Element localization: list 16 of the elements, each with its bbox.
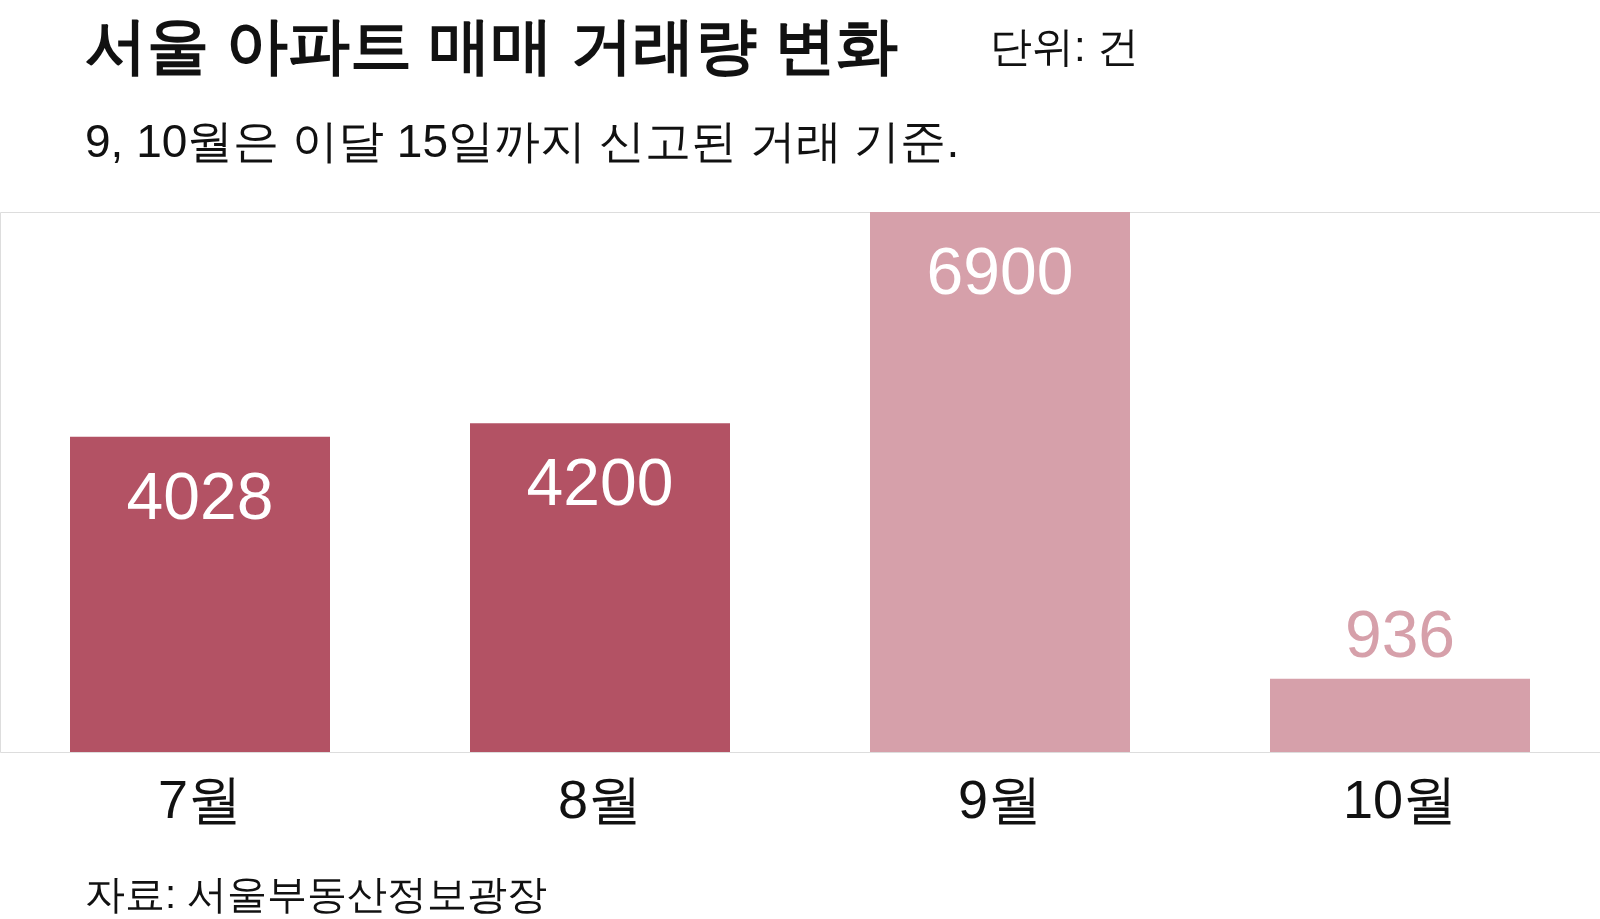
x-tick-label: 9월 xyxy=(957,768,1043,829)
text: 단위: 건 xyxy=(990,23,1140,70)
x-tick-label: 8월 xyxy=(557,768,643,829)
text: 자료: 서울부동산정보광장 xyxy=(85,872,548,916)
data-label: 6900 xyxy=(926,234,1074,308)
bar xyxy=(870,212,1130,752)
chart-subtitle: 9, 10월은 이달 15일까지 신고된 거래 기준. xyxy=(85,115,960,167)
x-tick-label: 10월 xyxy=(1342,768,1458,829)
data-label: 4028 xyxy=(126,458,274,533)
bar xyxy=(1270,678,1530,752)
bar xyxy=(470,423,730,752)
data-label: 936 xyxy=(1344,596,1456,671)
bar xyxy=(70,436,330,752)
chart-title: 서울 아파트 매매 거래량 변화 xyxy=(85,11,898,80)
data-label: 4200 xyxy=(526,445,674,520)
x-tick-label: 7월 xyxy=(157,768,243,829)
